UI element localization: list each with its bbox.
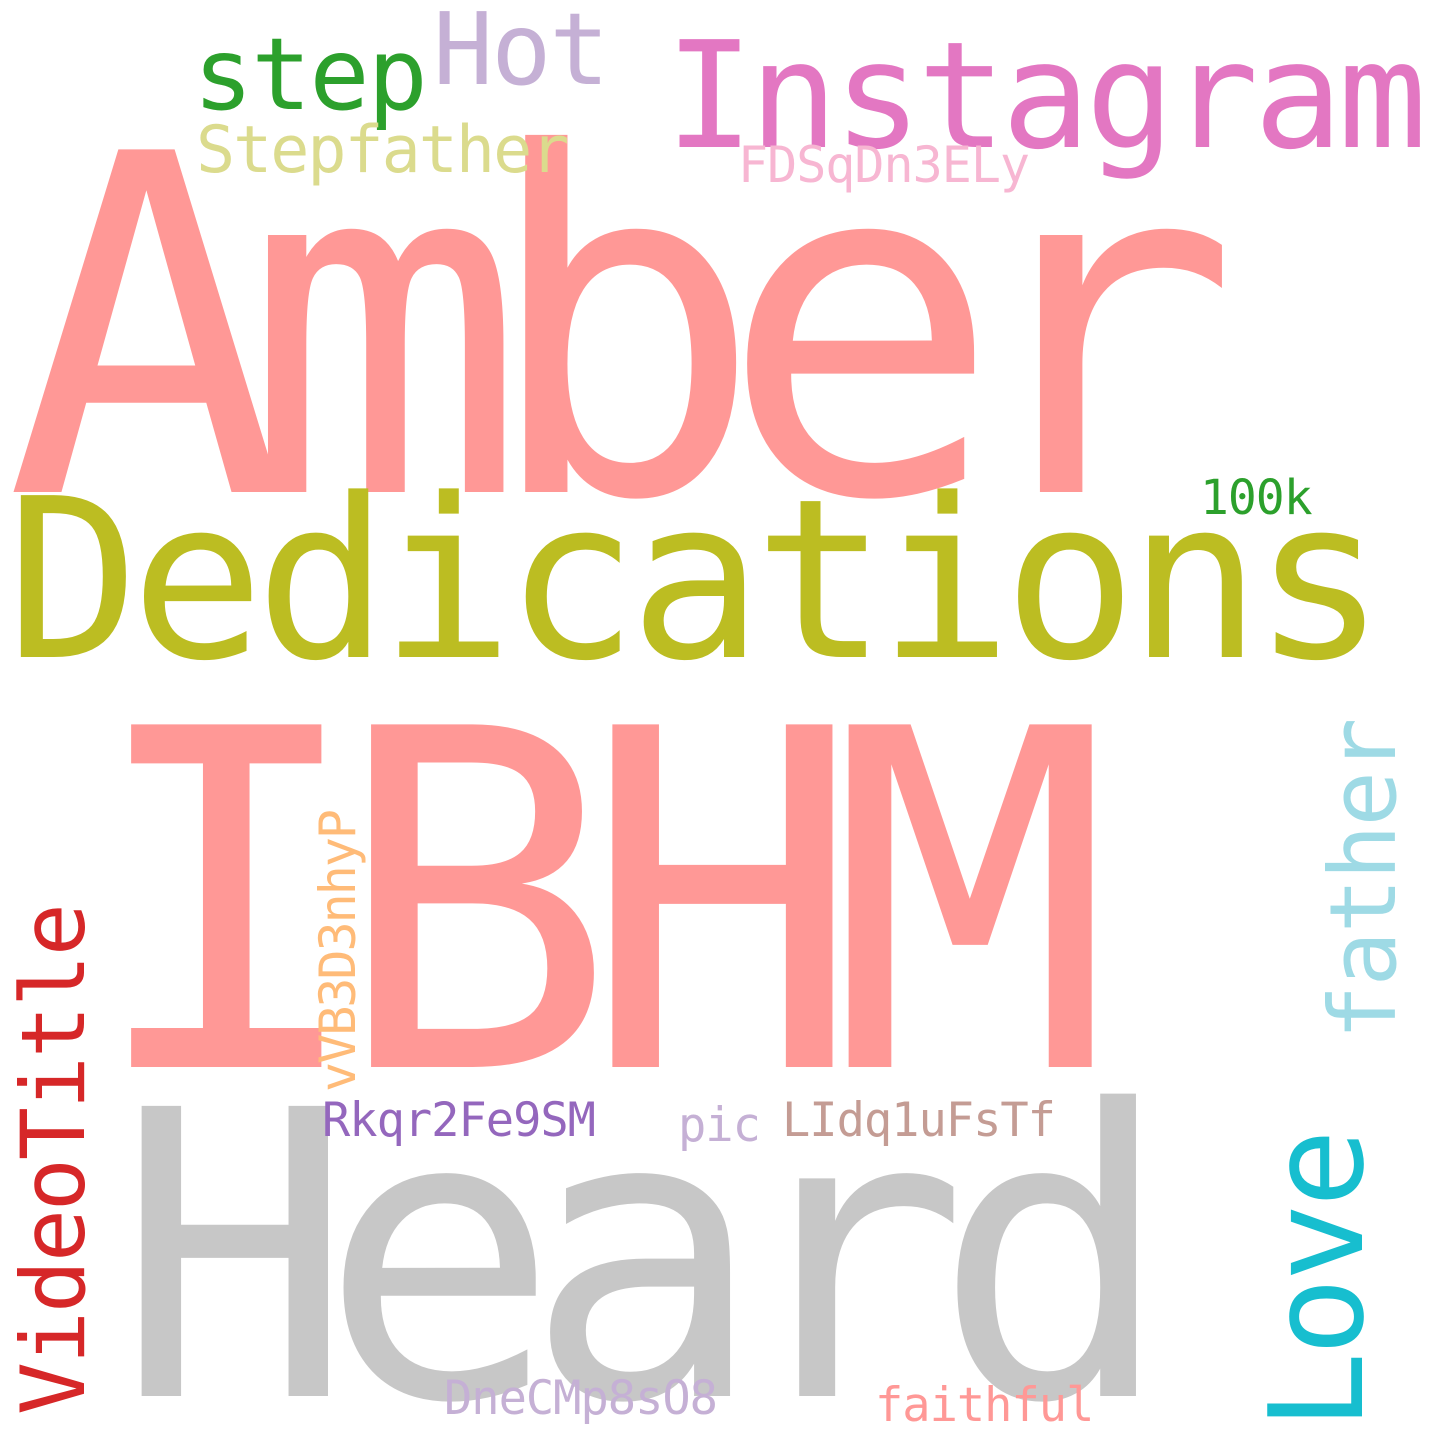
word-vvb3d3nhyp: vVB3D3nhyP [309,810,367,1092]
word-step: step [193,16,428,133]
word-heard: Heard [115,1027,1173,1440]
word-faithful: faithful [875,1378,1094,1433]
word-pic: pic [678,1098,761,1153]
word-father: father [1310,719,1417,1040]
word-videotitle: VideoTitle [2,905,105,1415]
word-love: Love [1241,1132,1393,1430]
word-100k: 100k [1200,470,1313,526]
word-dnecmp8so8: DneCMp8sO8 [444,1371,718,1426]
word-hot: Hot [433,0,610,108]
word-rkqr2fe9sm: Rkqr2Fe9SM [322,1093,596,1148]
word-instagram: Instagram [665,10,1427,182]
word-stepfather: Stepfather [196,113,569,188]
word-dedications: Dedications [6,452,1386,710]
word-ibhm: IBHM [85,631,1112,1178]
word-fdsqdn3ely: FDSqDn3ELy [738,136,1030,194]
word-lidq1ufstf: LIdq1uFsTf [782,1093,1056,1148]
word-amber: Amber [5,56,1240,603]
